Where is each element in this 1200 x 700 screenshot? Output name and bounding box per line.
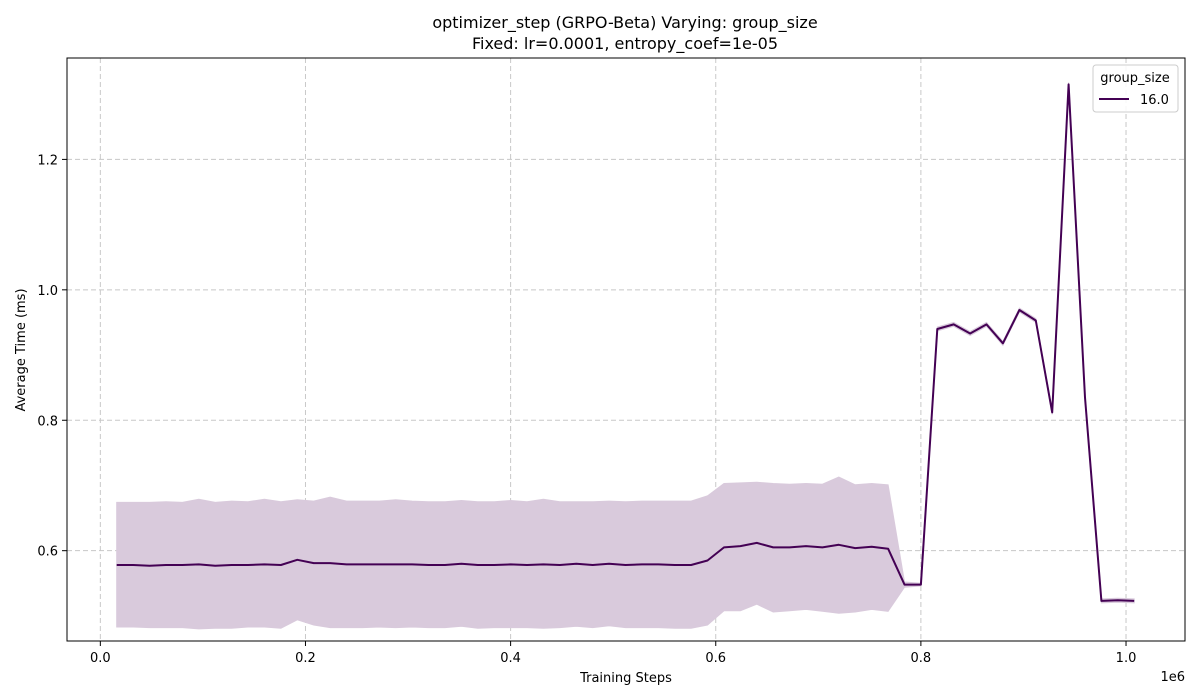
legend-title: group_size <box>1100 71 1169 86</box>
x-tick-label: 0.4 <box>500 651 521 666</box>
x-axis-label: Training Steps <box>579 671 672 686</box>
y-ticks: 0.6 0.8 1.0 1.2 <box>37 153 67 560</box>
x-tick-label: 0.8 <box>911 651 932 666</box>
legend-entry-label: 16.0 <box>1140 93 1169 108</box>
legend-box <box>1092 64 1179 113</box>
confidence-bands <box>116 82 1135 630</box>
plot-frame <box>66 57 1186 642</box>
series-lines <box>116 83 1135 602</box>
y-axis-label: Average Time (ms) <box>14 288 29 411</box>
series-confidence-band <box>116 82 1135 630</box>
chart-title: optimizer_step (GRPO-Beta) Varying: grou… <box>432 13 817 33</box>
series-line <box>116 83 1135 602</box>
x-tick-label: 0.6 <box>705 651 726 666</box>
legend: group_size 16.0 <box>1092 64 1179 113</box>
x-axis-scale-label: 1e6 <box>1160 670 1185 685</box>
x-tick-label: 0.0 <box>90 651 111 666</box>
y-tick-label: 0.6 <box>37 545 58 560</box>
y-tick-label: 0.8 <box>37 414 58 429</box>
x-ticks: 0.0 0.2 0.4 0.6 0.8 1.0 <box>90 641 1136 666</box>
x-tick-label: 1.0 <box>1116 651 1137 666</box>
chart-subtitle: Fixed: lr=0.0001, entropy_coef=1e-05 <box>472 34 778 54</box>
y-tick-label: 1.0 <box>37 284 58 299</box>
x-tick-label: 0.2 <box>295 651 316 666</box>
y-tick-label: 1.2 <box>37 153 58 168</box>
